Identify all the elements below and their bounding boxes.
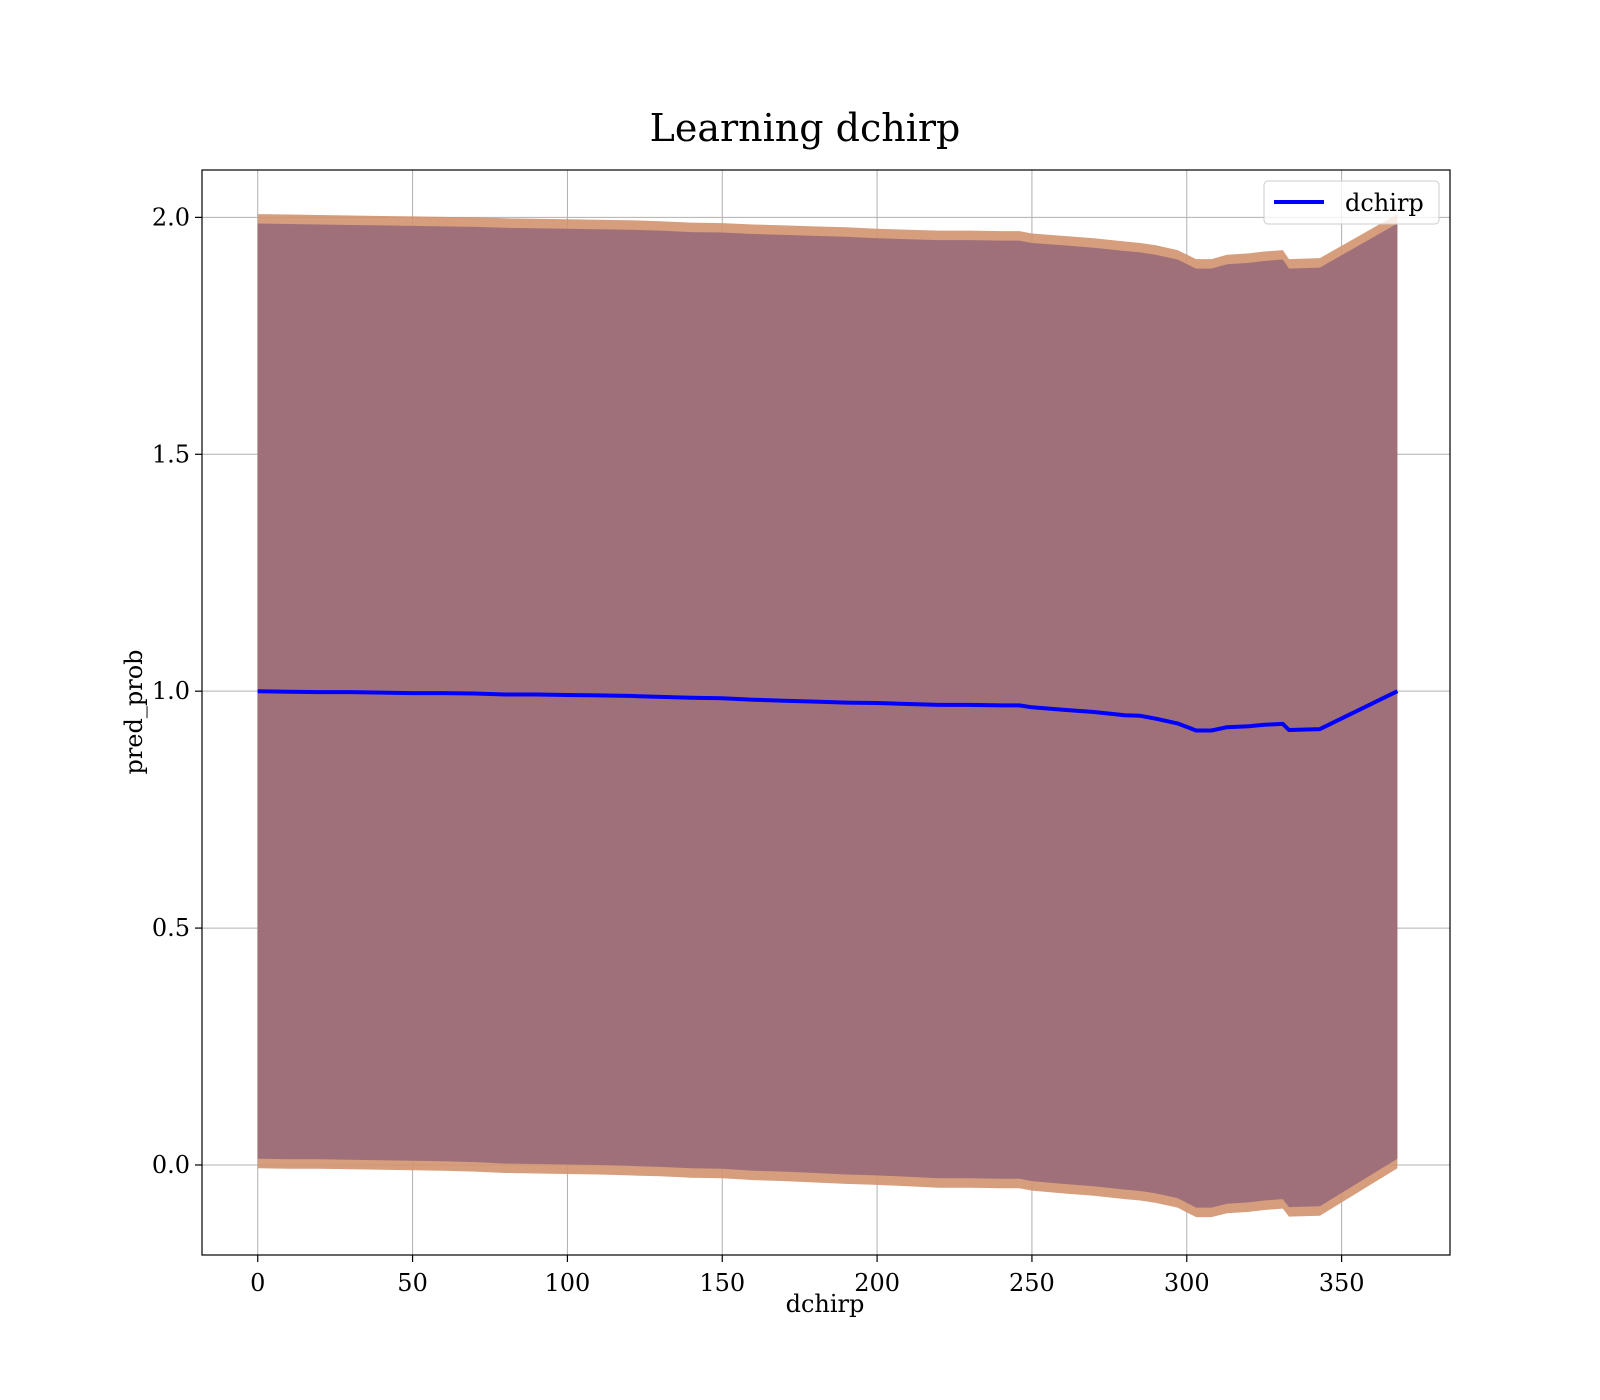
x-tick-label: 200 xyxy=(854,1269,900,1297)
y-tick-label: 1.5 xyxy=(152,440,190,468)
x-tick-label: 0 xyxy=(250,1269,265,1297)
legend-label-dchirp: dchirp xyxy=(1345,189,1424,217)
x-tick-label: 150 xyxy=(699,1269,745,1297)
legend: dchirp xyxy=(1263,180,1440,225)
x-tick-label: 250 xyxy=(1009,1269,1055,1297)
plot-frame xyxy=(201,169,1451,1256)
confidence-band-inner xyxy=(257,223,1398,1208)
series-lines xyxy=(257,689,1399,733)
x-tick-label: 100 xyxy=(545,1269,591,1297)
y-tick-label: 2.0 xyxy=(152,203,190,231)
x-tick-label: 350 xyxy=(1319,1269,1365,1297)
series-line-dchirp xyxy=(257,689,1399,733)
legend-box xyxy=(1263,180,1440,225)
y-tick-label: 0.0 xyxy=(152,1151,190,1179)
y-tick-label: 1.0 xyxy=(152,677,190,705)
y-axis: 0.0 0.5 1.0 1.5 2.0 xyxy=(152,203,202,1179)
y-axis-label: pred_prob xyxy=(120,649,148,774)
chart-title: Learning dchirp xyxy=(650,106,961,150)
confidence-bands xyxy=(257,214,1398,1218)
x-axis: 0 50 100 150 200 250 300 350 xyxy=(250,1255,1365,1297)
x-tick-label: 50 xyxy=(397,1269,428,1297)
x-tick-label: 300 xyxy=(1164,1269,1210,1297)
x-axis-label: dchirp xyxy=(786,1290,865,1318)
y-tick-label: 0.5 xyxy=(152,914,190,942)
